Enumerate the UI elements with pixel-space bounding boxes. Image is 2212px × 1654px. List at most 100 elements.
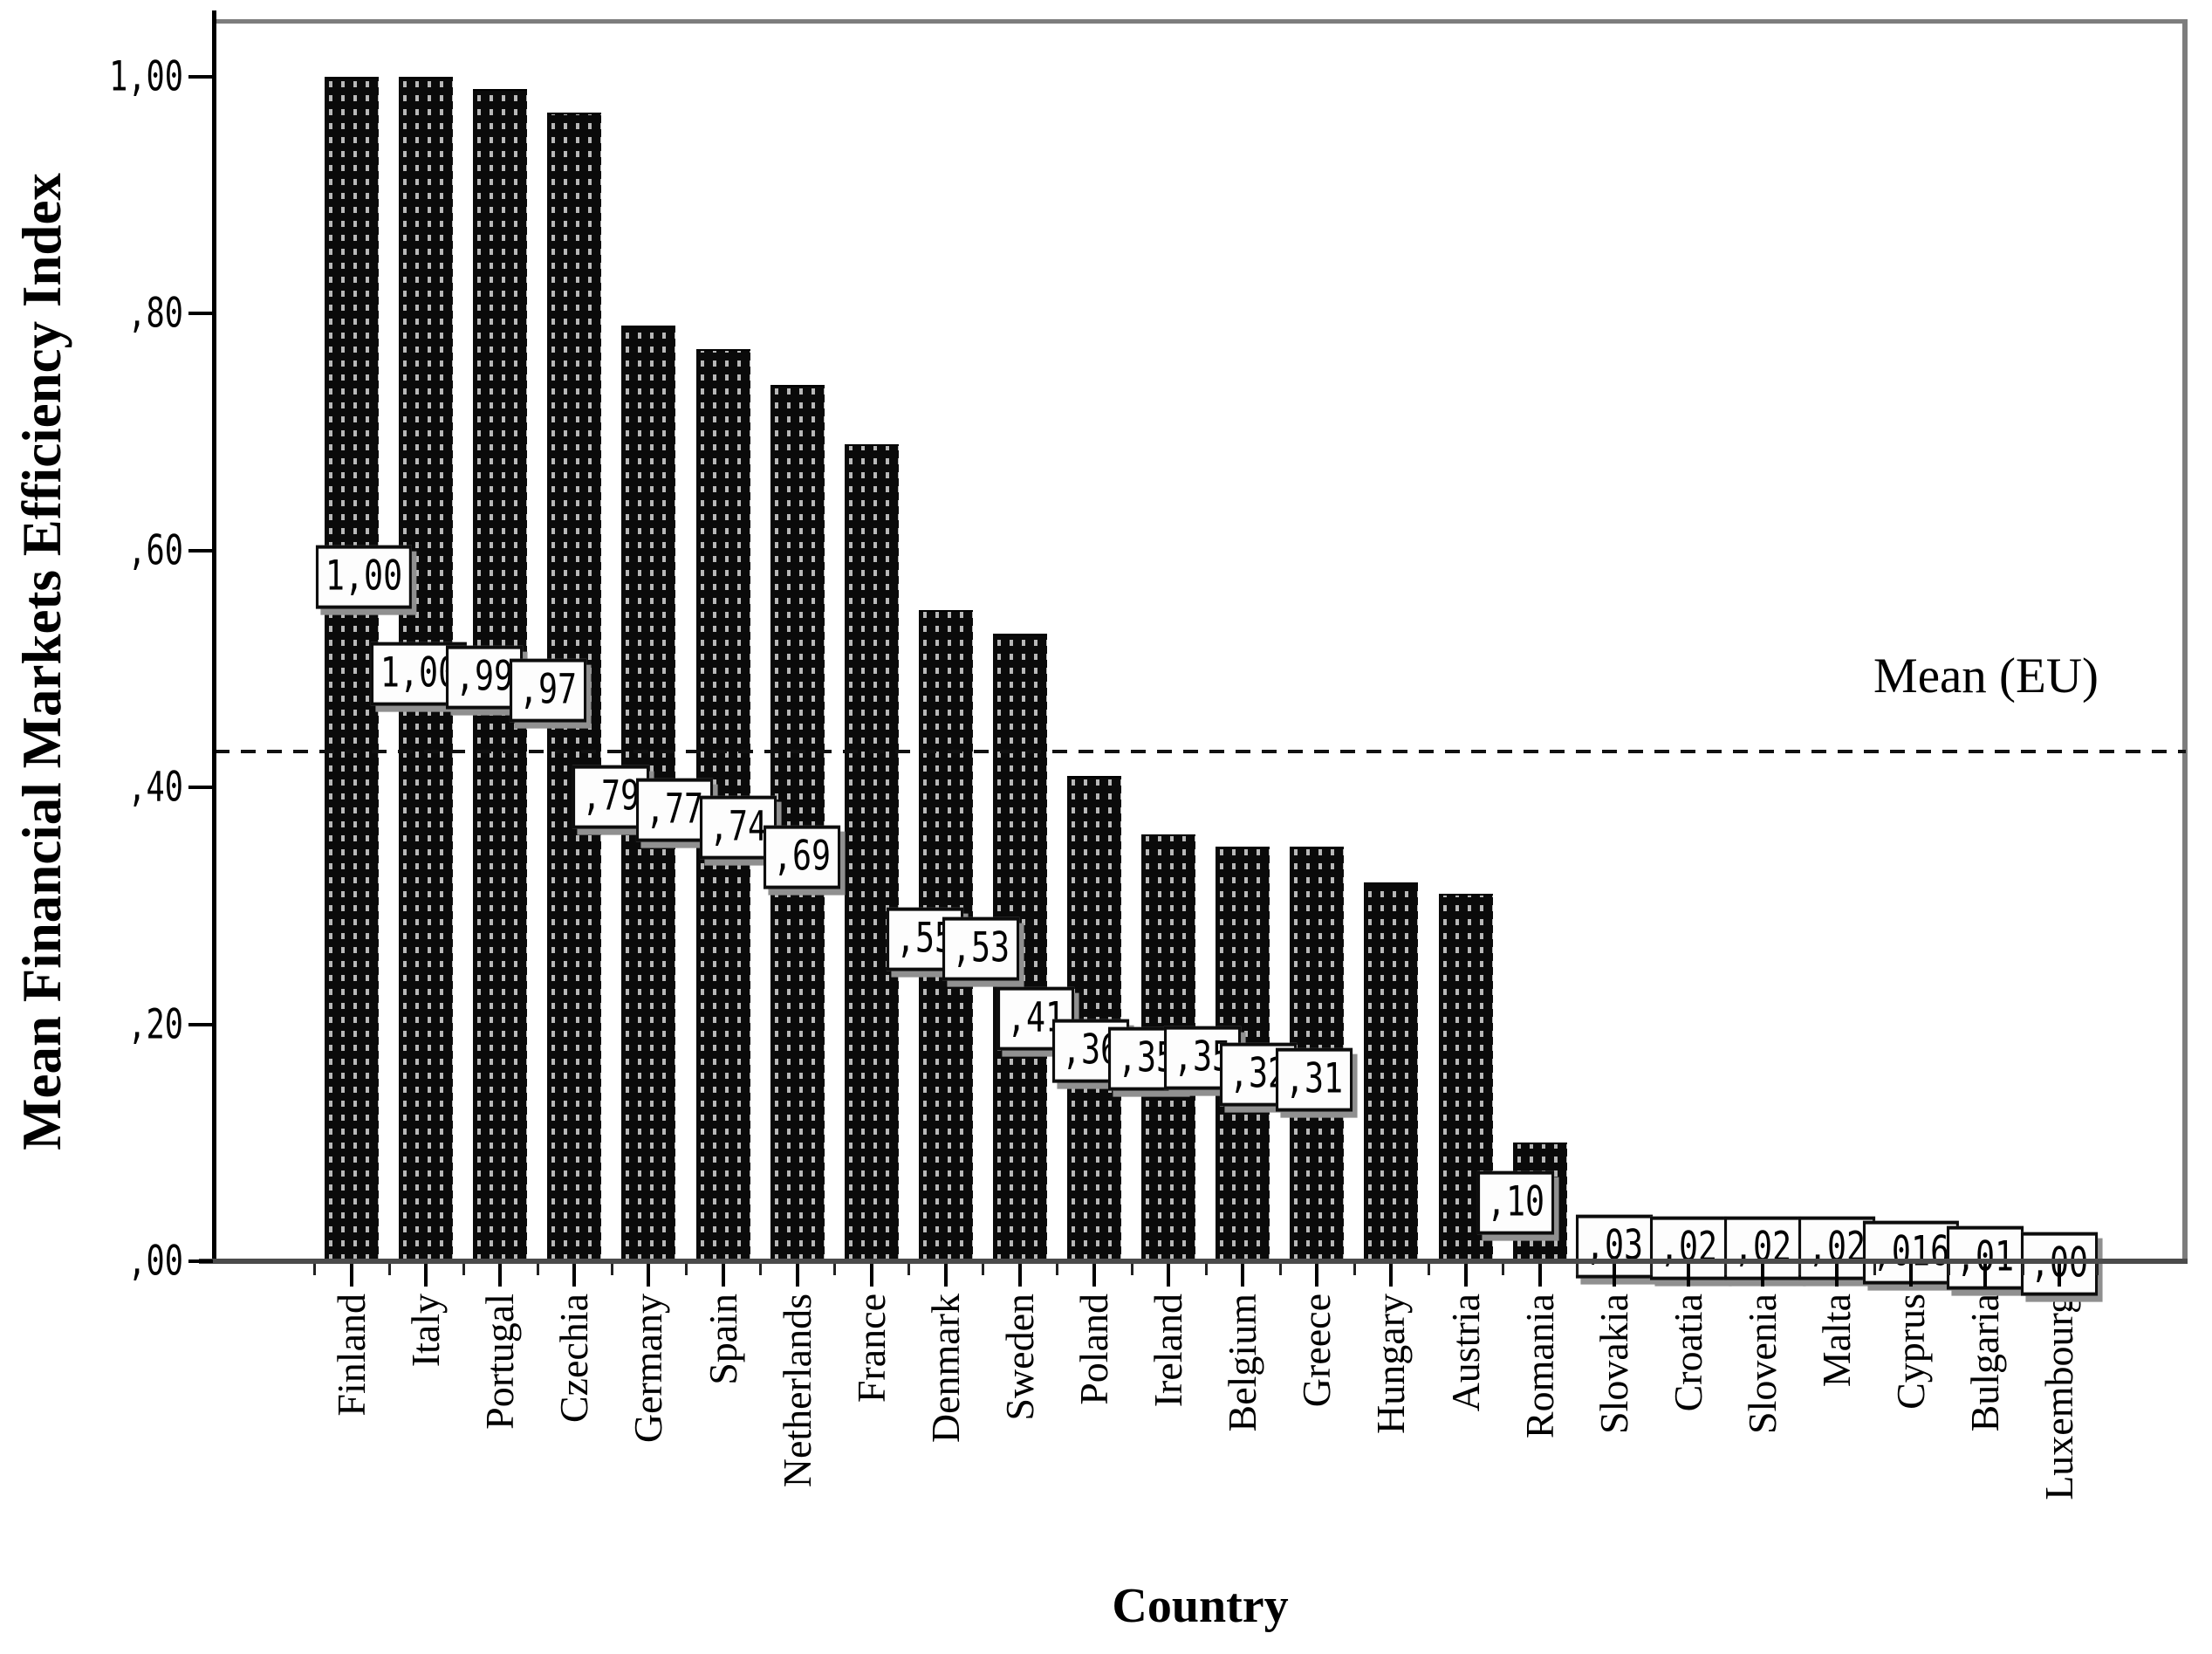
x-axis-tick [1315, 1264, 1319, 1287]
x-axis-tick [721, 1264, 725, 1287]
x-axis-minor-tick [1576, 1264, 1579, 1275]
x-axis-tick [1537, 1264, 1542, 1287]
x-axis-minor-tick [610, 1264, 613, 1275]
y-axis-tick [188, 548, 213, 552]
y-tick-label: ,00 [127, 1237, 183, 1286]
bar-value-label: 1,00 [315, 545, 413, 609]
x-axis-line [199, 1259, 2188, 1264]
bar-czechia [547, 112, 602, 1263]
x-tick-label: Spain [700, 1294, 745, 1385]
y-axis-tick [188, 312, 213, 316]
bar-value-label: ,31 [1275, 1047, 1353, 1112]
x-axis-tick [424, 1264, 428, 1287]
x-axis-minor-tick [907, 1264, 911, 1275]
x-axis-minor-tick [1278, 1264, 1282, 1275]
x-axis-tick [943, 1264, 948, 1287]
x-tick-label: Denmark [922, 1294, 968, 1444]
x-axis-tick [1241, 1264, 1245, 1287]
x-axis-minor-tick [684, 1264, 688, 1275]
x-axis-tick [498, 1264, 503, 1287]
x-axis-minor-tick [1130, 1264, 1133, 1275]
x-tick-label: Slovakia [1591, 1294, 1636, 1434]
x-tick-label: Greece [1294, 1294, 1339, 1408]
y-axis-line [212, 10, 216, 1264]
x-axis-tick [1463, 1264, 1468, 1287]
x-axis-tick [1612, 1264, 1616, 1287]
plot-frame-right [2182, 19, 2188, 1262]
y-tick-label: ,60 [127, 526, 183, 575]
y-axis-tick [188, 75, 213, 79]
x-axis-minor-tick [536, 1264, 539, 1275]
x-tick-label: Bulgaria [1962, 1294, 2008, 1432]
x-axis-minor-tick [313, 1264, 317, 1275]
x-tick-label: Austria [1442, 1294, 1488, 1412]
y-axis-tick [188, 786, 213, 790]
x-tick-label: Romania [1517, 1294, 1562, 1439]
x-axis-title: Country [1112, 1579, 1289, 1633]
y-axis-title: Mean Financial Markets Efficiency Index [11, 173, 72, 1150]
x-axis-tick [1017, 1264, 1022, 1287]
y-axis-tick [188, 1022, 213, 1026]
x-tick-label: Finland [329, 1294, 373, 1417]
bar-finland [325, 77, 379, 1263]
x-tick-label: Slovenia [1739, 1294, 1784, 1434]
bar-value-label: ,69 [763, 825, 841, 889]
x-axis-minor-tick [1427, 1264, 1430, 1275]
x-axis-tick [1389, 1264, 1394, 1287]
x-tick-label: Belgium [1220, 1294, 1265, 1432]
y-tick-label: ,40 [127, 763, 183, 812]
x-axis-minor-tick [1724, 1264, 1728, 1275]
x-axis-tick [350, 1264, 353, 1287]
x-axis-minor-tick [1873, 1264, 1876, 1275]
x-axis-minor-tick [759, 1264, 763, 1275]
x-axis-minor-tick [1502, 1264, 1505, 1275]
x-axis-minor-tick [1056, 1264, 1059, 1275]
x-axis-tick [869, 1264, 873, 1287]
x-axis-minor-tick [2095, 1264, 2099, 1275]
plot-frame-top [215, 19, 2188, 24]
x-tick-label: Portugal [477, 1294, 523, 1430]
x-axis-tick [1835, 1264, 1839, 1287]
x-tick-label: Sweden [996, 1294, 1042, 1421]
x-axis-minor-tick [1204, 1264, 1208, 1275]
x-tick-label: Netherlands [774, 1294, 819, 1488]
x-axis-tick [1686, 1264, 1690, 1287]
x-axis-minor-tick [982, 1264, 985, 1275]
x-axis-tick [795, 1264, 799, 1287]
x-axis-minor-tick [1947, 1264, 1950, 1275]
bar-value-label: ,97 [509, 658, 587, 723]
x-axis-tick [1092, 1264, 1096, 1287]
x-tick-label: Croatia [1665, 1294, 1710, 1412]
y-tick-label: ,80 [127, 289, 183, 338]
x-tick-label: Cyprus [1888, 1294, 1934, 1410]
x-tick-label: France [848, 1294, 894, 1403]
y-axis-tick [188, 1259, 213, 1263]
bar-value-label: ,53 [942, 916, 1020, 981]
x-axis-minor-tick [1353, 1264, 1356, 1275]
bar-hungary [1364, 882, 1419, 1263]
x-tick-label: Luxembourg [2037, 1294, 2082, 1500]
x-tick-label: Poland [1072, 1294, 1116, 1405]
x-axis-minor-tick [1650, 1264, 1654, 1275]
x-axis-minor-tick [387, 1264, 391, 1275]
x-axis-minor-tick [1798, 1264, 1802, 1275]
x-tick-label: Italy [403, 1294, 449, 1368]
bar-france [844, 443, 899, 1263]
x-axis-tick [2058, 1264, 2062, 1287]
x-axis-tick [1760, 1264, 1764, 1287]
mean-line-label: Mean (EU) [1873, 649, 2099, 703]
bar-netherlands [770, 384, 825, 1263]
x-tick-label: Malta [1814, 1294, 1859, 1388]
x-axis-tick [647, 1264, 651, 1287]
bar-value-label: ,10 [1476, 1170, 1555, 1235]
x-tick-label: Hungary [1368, 1294, 1414, 1434]
mean-reference-line [215, 750, 2186, 753]
x-axis-tick [572, 1264, 577, 1287]
x-axis-minor-tick [833, 1264, 837, 1275]
x-axis-minor-tick [2021, 1264, 2024, 1275]
x-tick-label: Ireland [1146, 1294, 1191, 1408]
x-axis-tick [1983, 1264, 1988, 1287]
x-axis-tick [1167, 1264, 1171, 1287]
y-tick-label: ,20 [127, 1000, 183, 1049]
